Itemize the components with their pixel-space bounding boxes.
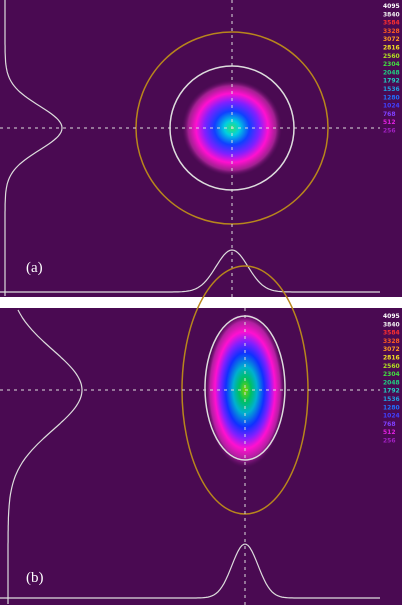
scale-label: 256 [383, 438, 396, 445]
scale-label: 2048 [383, 379, 400, 386]
scale-label: 3840 [383, 11, 400, 18]
scale-label: 4095 [383, 313, 400, 320]
scale-label: 3072 [383, 346, 400, 353]
scale-label: 3072 [383, 36, 400, 43]
scale-label: 3584 [383, 20, 400, 27]
panel: (a) [0, 0, 402, 297]
scale-label: 1280 [383, 94, 400, 101]
scale-label: 2304 [383, 61, 400, 68]
scale-label: 256 [383, 128, 396, 135]
scale-label: 1024 [383, 413, 400, 420]
scale-label: 1792 [383, 388, 400, 395]
panel: (b) [0, 265, 402, 605]
scale-label: 512 [383, 429, 396, 436]
scale-label: 3840 [383, 321, 400, 328]
scale-label: 768 [383, 111, 396, 118]
scale-label: 512 [383, 119, 396, 126]
profile-curve [7, 309, 83, 604]
scale-label: 3584 [383, 330, 400, 337]
scale-label: 768 [383, 421, 396, 428]
scale-label: 2048 [383, 69, 400, 76]
scale-label: 1536 [383, 396, 400, 403]
scale-label: 2304 [383, 371, 400, 378]
scale-label: 2560 [383, 363, 400, 370]
panel-label: (a) [26, 260, 43, 276]
scale-label: 1536 [383, 86, 400, 93]
scale-label: 2816 [383, 355, 400, 362]
scale-label: 4095 [383, 3, 400, 10]
profile-curve [4, 0, 63, 296]
scale-label: 1280 [383, 404, 400, 411]
scale-label: 2560 [383, 53, 400, 60]
panel-label: (b) [26, 570, 44, 586]
scale-label: 3328 [383, 338, 400, 345]
scale-label: 1792 [383, 78, 400, 85]
scale-label: 3328 [383, 28, 400, 35]
profile-curve [0, 543, 380, 599]
scale-label: 2816 [383, 45, 400, 52]
profile-curve [0, 249, 380, 293]
scale-label: 1024 [383, 103, 400, 110]
panel-background [0, 308, 402, 605]
